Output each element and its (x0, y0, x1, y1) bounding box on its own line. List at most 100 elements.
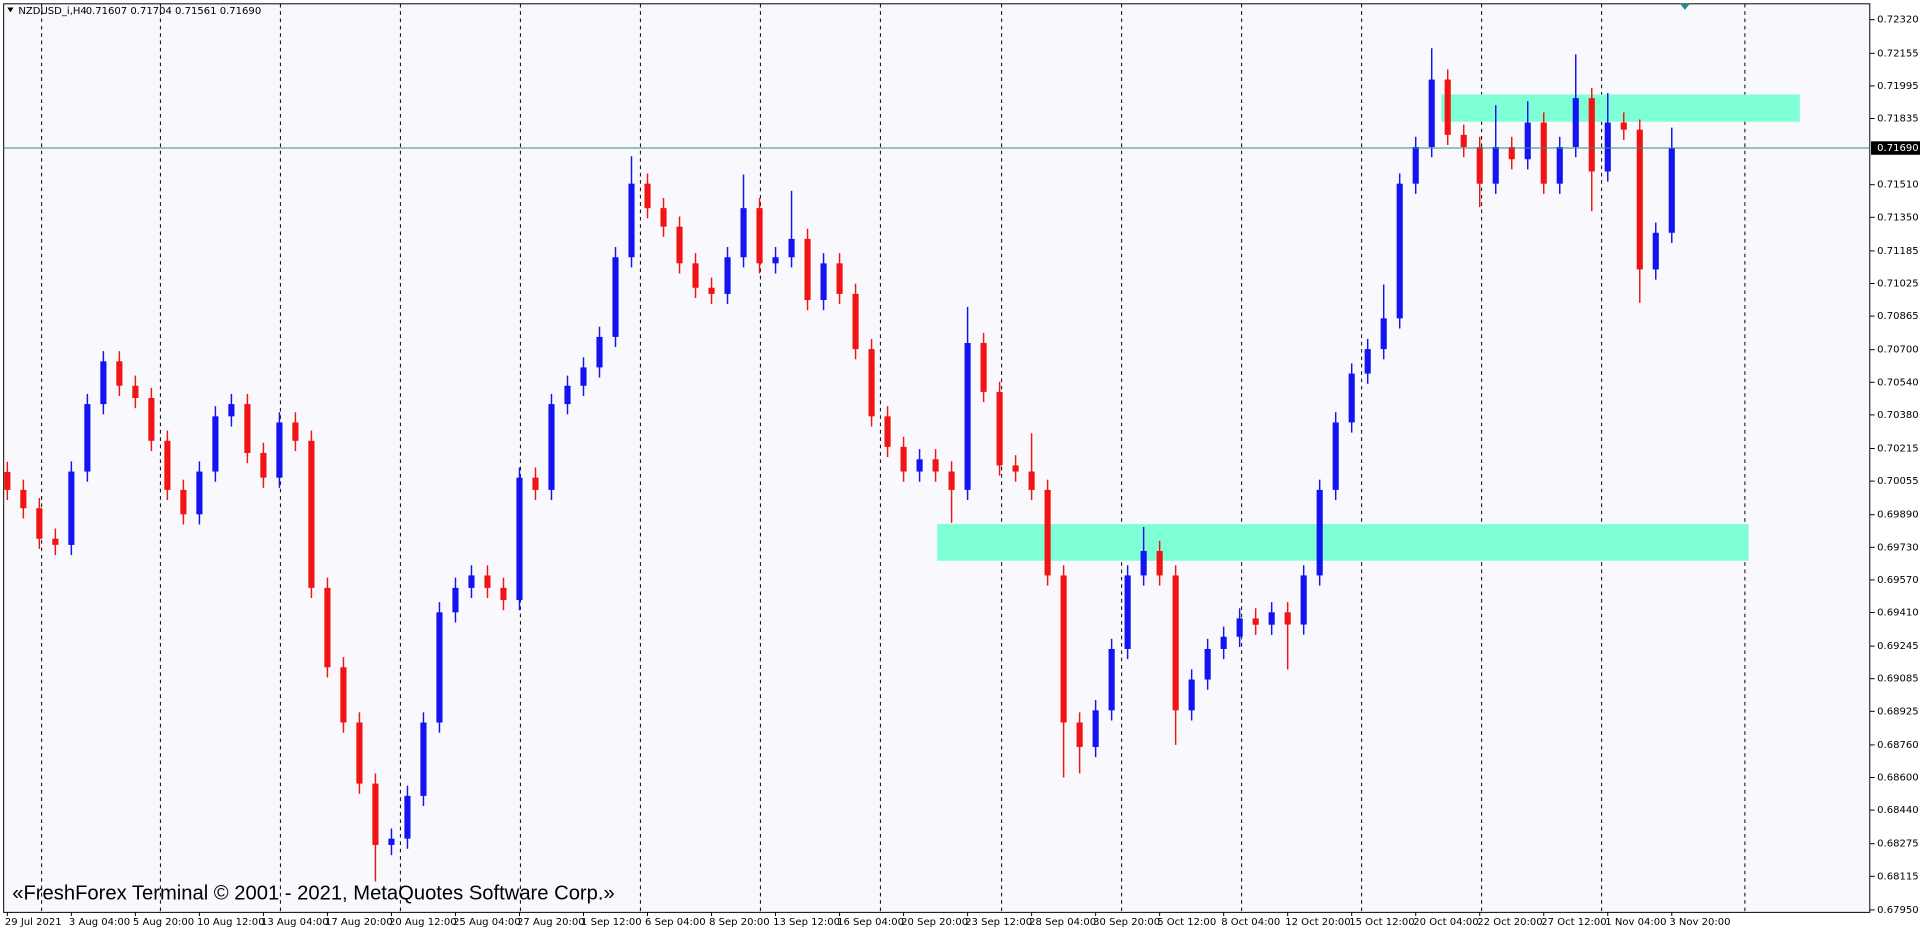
shift-marker[interactable] (1680, 3, 1690, 10)
candle-body (1220, 636, 1227, 649)
candle-body (868, 349, 875, 417)
candle-body (996, 391, 1003, 466)
candles (4, 48, 1675, 882)
candle-body (1300, 575, 1307, 625)
x-tick-label: 27 Oct 12:00 (1541, 917, 1606, 928)
candle-body (1620, 122, 1627, 130)
candle-body (820, 263, 827, 301)
candle-body (1188, 679, 1195, 711)
candle-body (980, 342, 987, 392)
y-tick-label: 0.69890 (1877, 510, 1918, 521)
candle-body (1012, 465, 1019, 472)
x-tick-label: 20 Sep 20:00 (901, 917, 968, 928)
y-tick-label: 0.70540 (1877, 377, 1918, 388)
candle-body (164, 440, 171, 490)
x-tick-label: 3 Nov 20:00 (1669, 917, 1730, 928)
x-tick-label: 5 Oct 12:00 (1157, 917, 1216, 928)
y-tick-label: 0.72320 (1877, 15, 1918, 26)
candle-body (1652, 232, 1659, 270)
y-tick-label: 0.69730 (1877, 542, 1918, 553)
y-tick-label: 0.68440 (1877, 805, 1918, 816)
candle-body (548, 404, 555, 490)
candle-body (772, 257, 779, 264)
candle-body (4, 471, 11, 490)
candle-body (292, 422, 299, 441)
candle-body (1572, 98, 1579, 148)
zone (937, 524, 1749, 561)
x-tick-label: 1 Nov 04:00 (1605, 917, 1666, 928)
candle-body (1396, 183, 1403, 319)
last-price-box (1871, 141, 1920, 155)
candle-body (196, 471, 203, 515)
candle-body (132, 385, 139, 398)
candle-body (708, 287, 715, 294)
axes: 0.72320 0.72155 0.71995 0.71835 0.71510 0.713… (3, 15, 1920, 928)
candle-body (596, 336, 603, 368)
x-tick-label: 12 Oct 20:00 (1285, 917, 1350, 928)
candle-body (1588, 98, 1595, 172)
y-tick-label: 0.71350 (1877, 212, 1918, 223)
candle-body (500, 587, 507, 601)
candle-body (148, 397, 155, 441)
candle-body (340, 667, 347, 723)
y-tick-label: 0.71835 (1877, 113, 1918, 124)
candle-body (1348, 373, 1355, 423)
y-tick-label: 0.70215 (1877, 444, 1918, 455)
candle-body (884, 416, 891, 447)
candle-body (1636, 129, 1643, 270)
y-tick-label: 0.68925 (1877, 706, 1918, 717)
candle-body (644, 183, 651, 209)
x-tick-label: 5 Aug 20:00 (133, 917, 194, 928)
x-tick-label: 13 Sep 12:00 (773, 917, 840, 928)
candle-body (404, 795, 411, 839)
candle-body (1060, 575, 1067, 723)
candle-body (1044, 489, 1051, 576)
candle-body (836, 263, 843, 294)
x-tick-label: 16 Sep 04:00 (837, 917, 904, 928)
x-tick-label: 29 Jul 2021 (5, 917, 62, 928)
candle-body (1236, 618, 1243, 637)
x-tick-label: 8 Oct 04:00 (1221, 917, 1280, 928)
y-tick-label: 0.71025 (1877, 279, 1918, 290)
candle-body (276, 422, 283, 478)
candle-body (852, 293, 859, 350)
candle-body (724, 257, 731, 294)
candle-body (1172, 575, 1179, 711)
candle-body (1476, 147, 1483, 184)
candle-body (628, 183, 635, 258)
candle-body (1412, 147, 1419, 184)
y-tick-label: 0.70380 (1877, 410, 1918, 421)
x-tick-label: 17 Aug 20:00 (325, 917, 393, 928)
y-tick-label: 0.69245 (1877, 641, 1918, 652)
candle-body (932, 459, 939, 472)
ohlc-header: 0.71607 0.71704 0.71561 0.71690 (86, 6, 262, 17)
y-tick-label: 0.69410 (1877, 608, 1918, 619)
menu-arrow[interactable] (7, 7, 14, 13)
candle-body (788, 238, 795, 258)
candle-body (372, 783, 379, 845)
candle-body (900, 446, 907, 472)
y-tick-label: 0.71995 (1877, 81, 1918, 92)
candle-body (740, 208, 747, 258)
candle-body (1252, 618, 1259, 625)
candle-body (1540, 122, 1547, 184)
candle-body (692, 263, 699, 288)
x-tick-label: 10 Aug 12:00 (197, 917, 265, 928)
x-tick-label: 20 Aug 12:00 (389, 917, 457, 928)
candle-body (1492, 147, 1499, 184)
x-tick-label: 30 Sep 20:00 (1093, 917, 1160, 928)
candle-body (1428, 79, 1435, 148)
y-tick-label: 0.69570 (1877, 575, 1918, 586)
candle-body (1108, 648, 1115, 711)
candle-body (1124, 575, 1131, 649)
candle-body (180, 489, 187, 515)
candle-body (20, 489, 27, 509)
candle-body (420, 722, 427, 796)
symbol-title: NZDUSD_i,H4 (18, 6, 86, 17)
candle-body (516, 477, 523, 601)
x-tick-label: 23 Sep 12:00 (965, 917, 1032, 928)
x-tick-label: 1 Sep 12:00 (581, 917, 642, 928)
y-tick-label: 0.67950 (1877, 905, 1918, 916)
candle-body (756, 208, 763, 264)
x-tick-label: 6 Sep 04:00 (645, 917, 706, 928)
